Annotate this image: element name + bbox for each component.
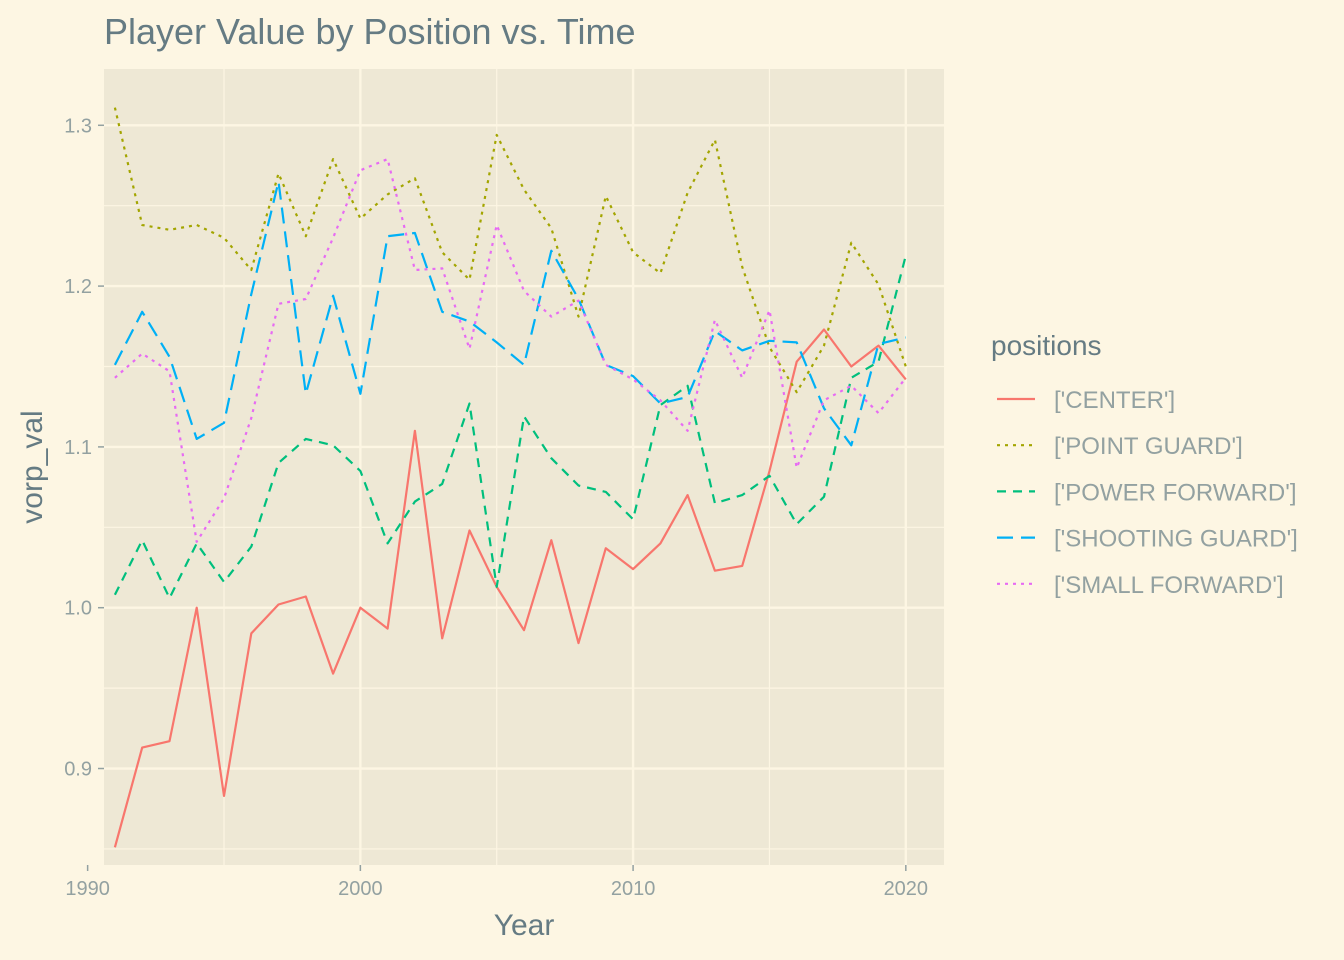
plot-panel: [104, 69, 944, 865]
y-tick-label: 1.2: [64, 276, 92, 298]
y-tick-label: 0.9: [64, 759, 92, 781]
series-lines: [113, 107, 907, 848]
major-gridlines: [86, 69, 944, 865]
series-line-4: [114, 158, 907, 543]
y-tick-label: 1.0: [64, 598, 92, 620]
y-axis-title: vorp_val: [16, 410, 49, 523]
series-line-0: [113, 328, 907, 848]
series-line-1: [113, 107, 907, 394]
legend-title: positions: [991, 330, 1102, 361]
y-axis: 0.9 1.0 1.1 1.2 1.3: [64, 115, 104, 781]
y-tick-label: 1.3: [64, 115, 92, 137]
legend: positions ['CENTER'] ['POINT GUARD'] ['POW…: [991, 330, 1298, 599]
chart-title: Player Value by Position vs. Time: [104, 11, 636, 52]
x-tick-label: 2020: [884, 878, 929, 900]
x-tick-label: 2000: [338, 878, 383, 900]
legend-label-3: ['SHOOTING GUARD']: [1054, 526, 1298, 553]
legend-label-4: ['SMALL FORWARD']: [1054, 572, 1284, 599]
x-tick-label: 2010: [611, 878, 656, 900]
legend-label-0: ['CENTER']: [1054, 387, 1175, 414]
series-line-3: [113, 180, 907, 447]
legend-label-2: ['POWER FORWARD']: [1054, 479, 1297, 506]
y-tick-label: 1.1: [64, 437, 92, 459]
x-tick-label: 1990: [65, 878, 110, 900]
x-axis-title: Year: [494, 909, 555, 942]
series-line-2: [113, 255, 907, 600]
x-axis: 1990 2000 2010 2020: [65, 865, 928, 900]
legend-label-1: ['POINT GUARD']: [1054, 433, 1243, 460]
